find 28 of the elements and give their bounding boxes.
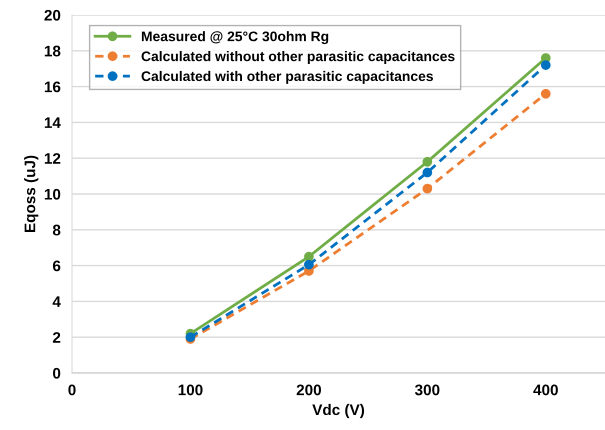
y-tick-label: 20	[44, 10, 60, 21]
legend-label: Calculated with other parasitic capacitances	[142, 70, 433, 84]
y-tick-label: 16	[44, 81, 60, 92]
y-tick-label: 14	[44, 117, 61, 128]
point	[422, 168, 432, 178]
point	[422, 156, 432, 167]
x-tick-label: 100	[178, 384, 203, 396]
x-tick-label: 0	[68, 384, 76, 396]
y-tick-label: 18	[44, 46, 60, 56]
y-tick-label: 12	[44, 153, 60, 164]
y-tick-label: 6	[52, 260, 60, 272]
point	[304, 252, 314, 262]
x-tick-label: 400	[533, 384, 558, 396]
legend-label: Measured @ 25°C 30ohm Rg	[142, 31, 328, 44]
point	[540, 60, 551, 70]
y-tick-label: 10	[44, 188, 60, 200]
y-tick-label: 2	[52, 332, 60, 343]
point	[422, 184, 432, 194]
legend-label: Calculated without other parasitic capacitances	[142, 51, 455, 64]
x-tick-label: 200	[296, 384, 322, 396]
y-tick-label: 0	[52, 368, 60, 379]
x-axis-title: Vdc (V)	[312, 404, 364, 418]
point	[540, 88, 551, 99]
y-tick-label: 4	[52, 296, 61, 307]
y-axis-title: Eqoss (uJ)	[24, 156, 38, 232]
point	[304, 260, 314, 270]
y-tick-label: 8	[52, 224, 60, 236]
x-tick-label: 300	[414, 384, 440, 396]
